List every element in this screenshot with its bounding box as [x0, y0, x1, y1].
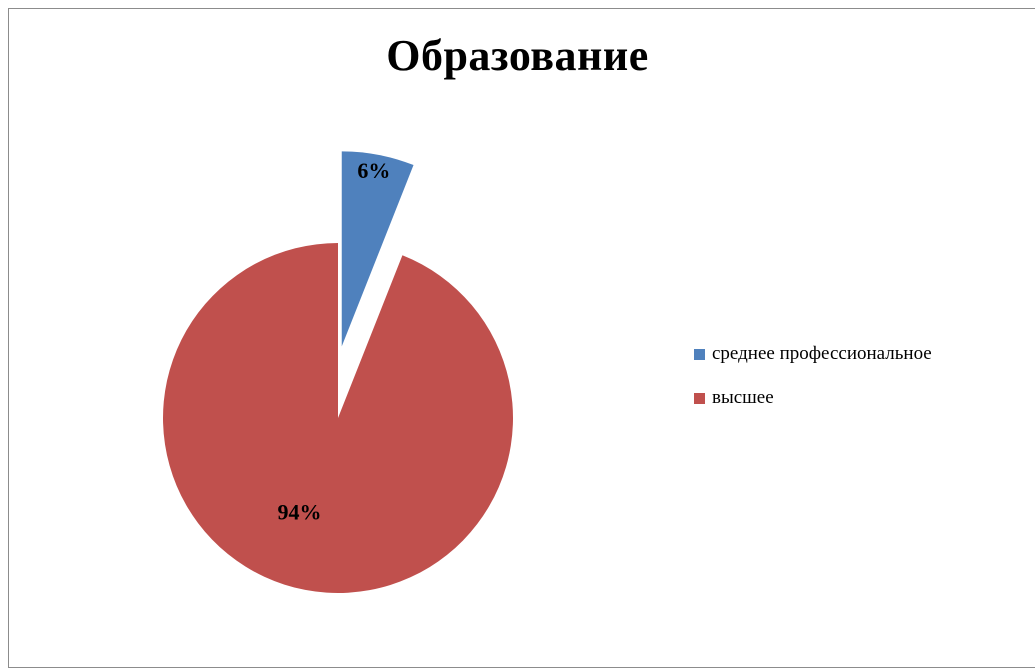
legend-label: высшее — [712, 387, 774, 408]
pie-chart: 6% 94% — [162, 151, 513, 593]
legend-item: среднее профессиональное — [694, 340, 932, 368]
data-label: 94% — [277, 499, 321, 524]
chart-title: Образование — [386, 31, 649, 80]
legend: среднее профессиональное высшее — [694, 340, 932, 428]
legend-swatch — [694, 392, 705, 404]
pie-slice — [341, 151, 414, 347]
data-label: 6% — [357, 158, 390, 183]
legend-item: высшее — [694, 384, 932, 412]
pie-slice — [162, 243, 513, 593]
chart-frame — [8, 8, 1035, 668]
legend-label: среднее профессиональное — [712, 343, 932, 364]
legend-swatch — [694, 348, 705, 360]
